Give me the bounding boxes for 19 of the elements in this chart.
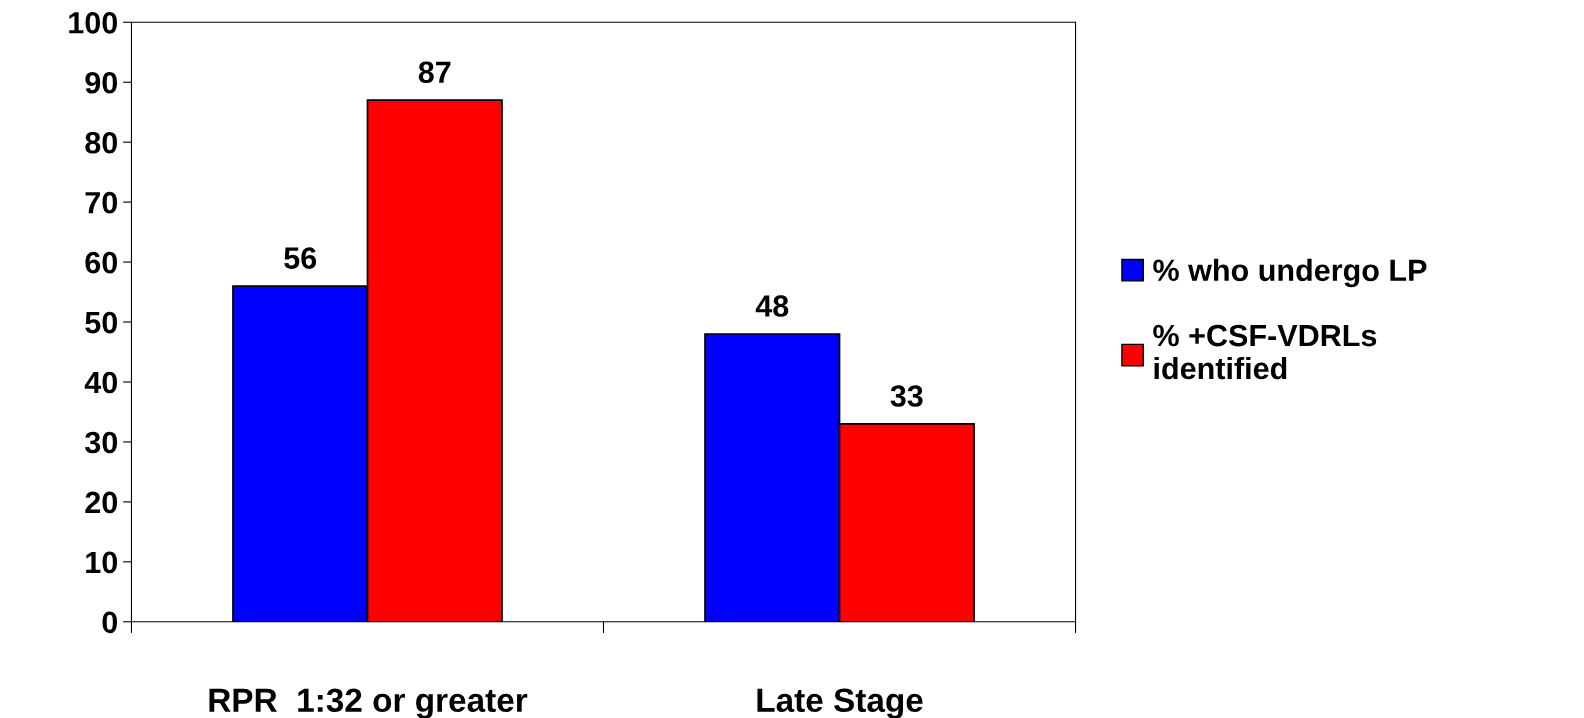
y-tick-label: 60: [85, 251, 118, 274]
data-label: 33: [890, 385, 923, 407]
data-label: 48: [755, 295, 789, 317]
y-tick-label: 30: [85, 431, 118, 454]
data-label: 87: [418, 61, 451, 84]
y-tick-label: 80: [85, 131, 118, 154]
y-tick-label: 100: [69, 11, 118, 34]
x-tick-label: RPR 1:32 or greater: [209, 688, 528, 718]
legend-label: % who undergo LP: [1153, 258, 1427, 288]
y-tick-label: 50: [85, 311, 118, 334]
legend-label: % +CSF-VDRLs identified: [1153, 324, 1377, 380]
y-tick-label: 40: [84, 371, 118, 394]
data-label: 56: [284, 247, 317, 269]
y-tick-label: 90: [85, 71, 118, 94]
y-tick-label: 10: [86, 551, 118, 574]
x-tick-label: Late Stage: [757, 688, 923, 718]
y-tick-label: 70: [85, 191, 118, 214]
y-tick-label: 20: [85, 491, 118, 514]
y-tick-label: 0: [102, 611, 118, 634]
